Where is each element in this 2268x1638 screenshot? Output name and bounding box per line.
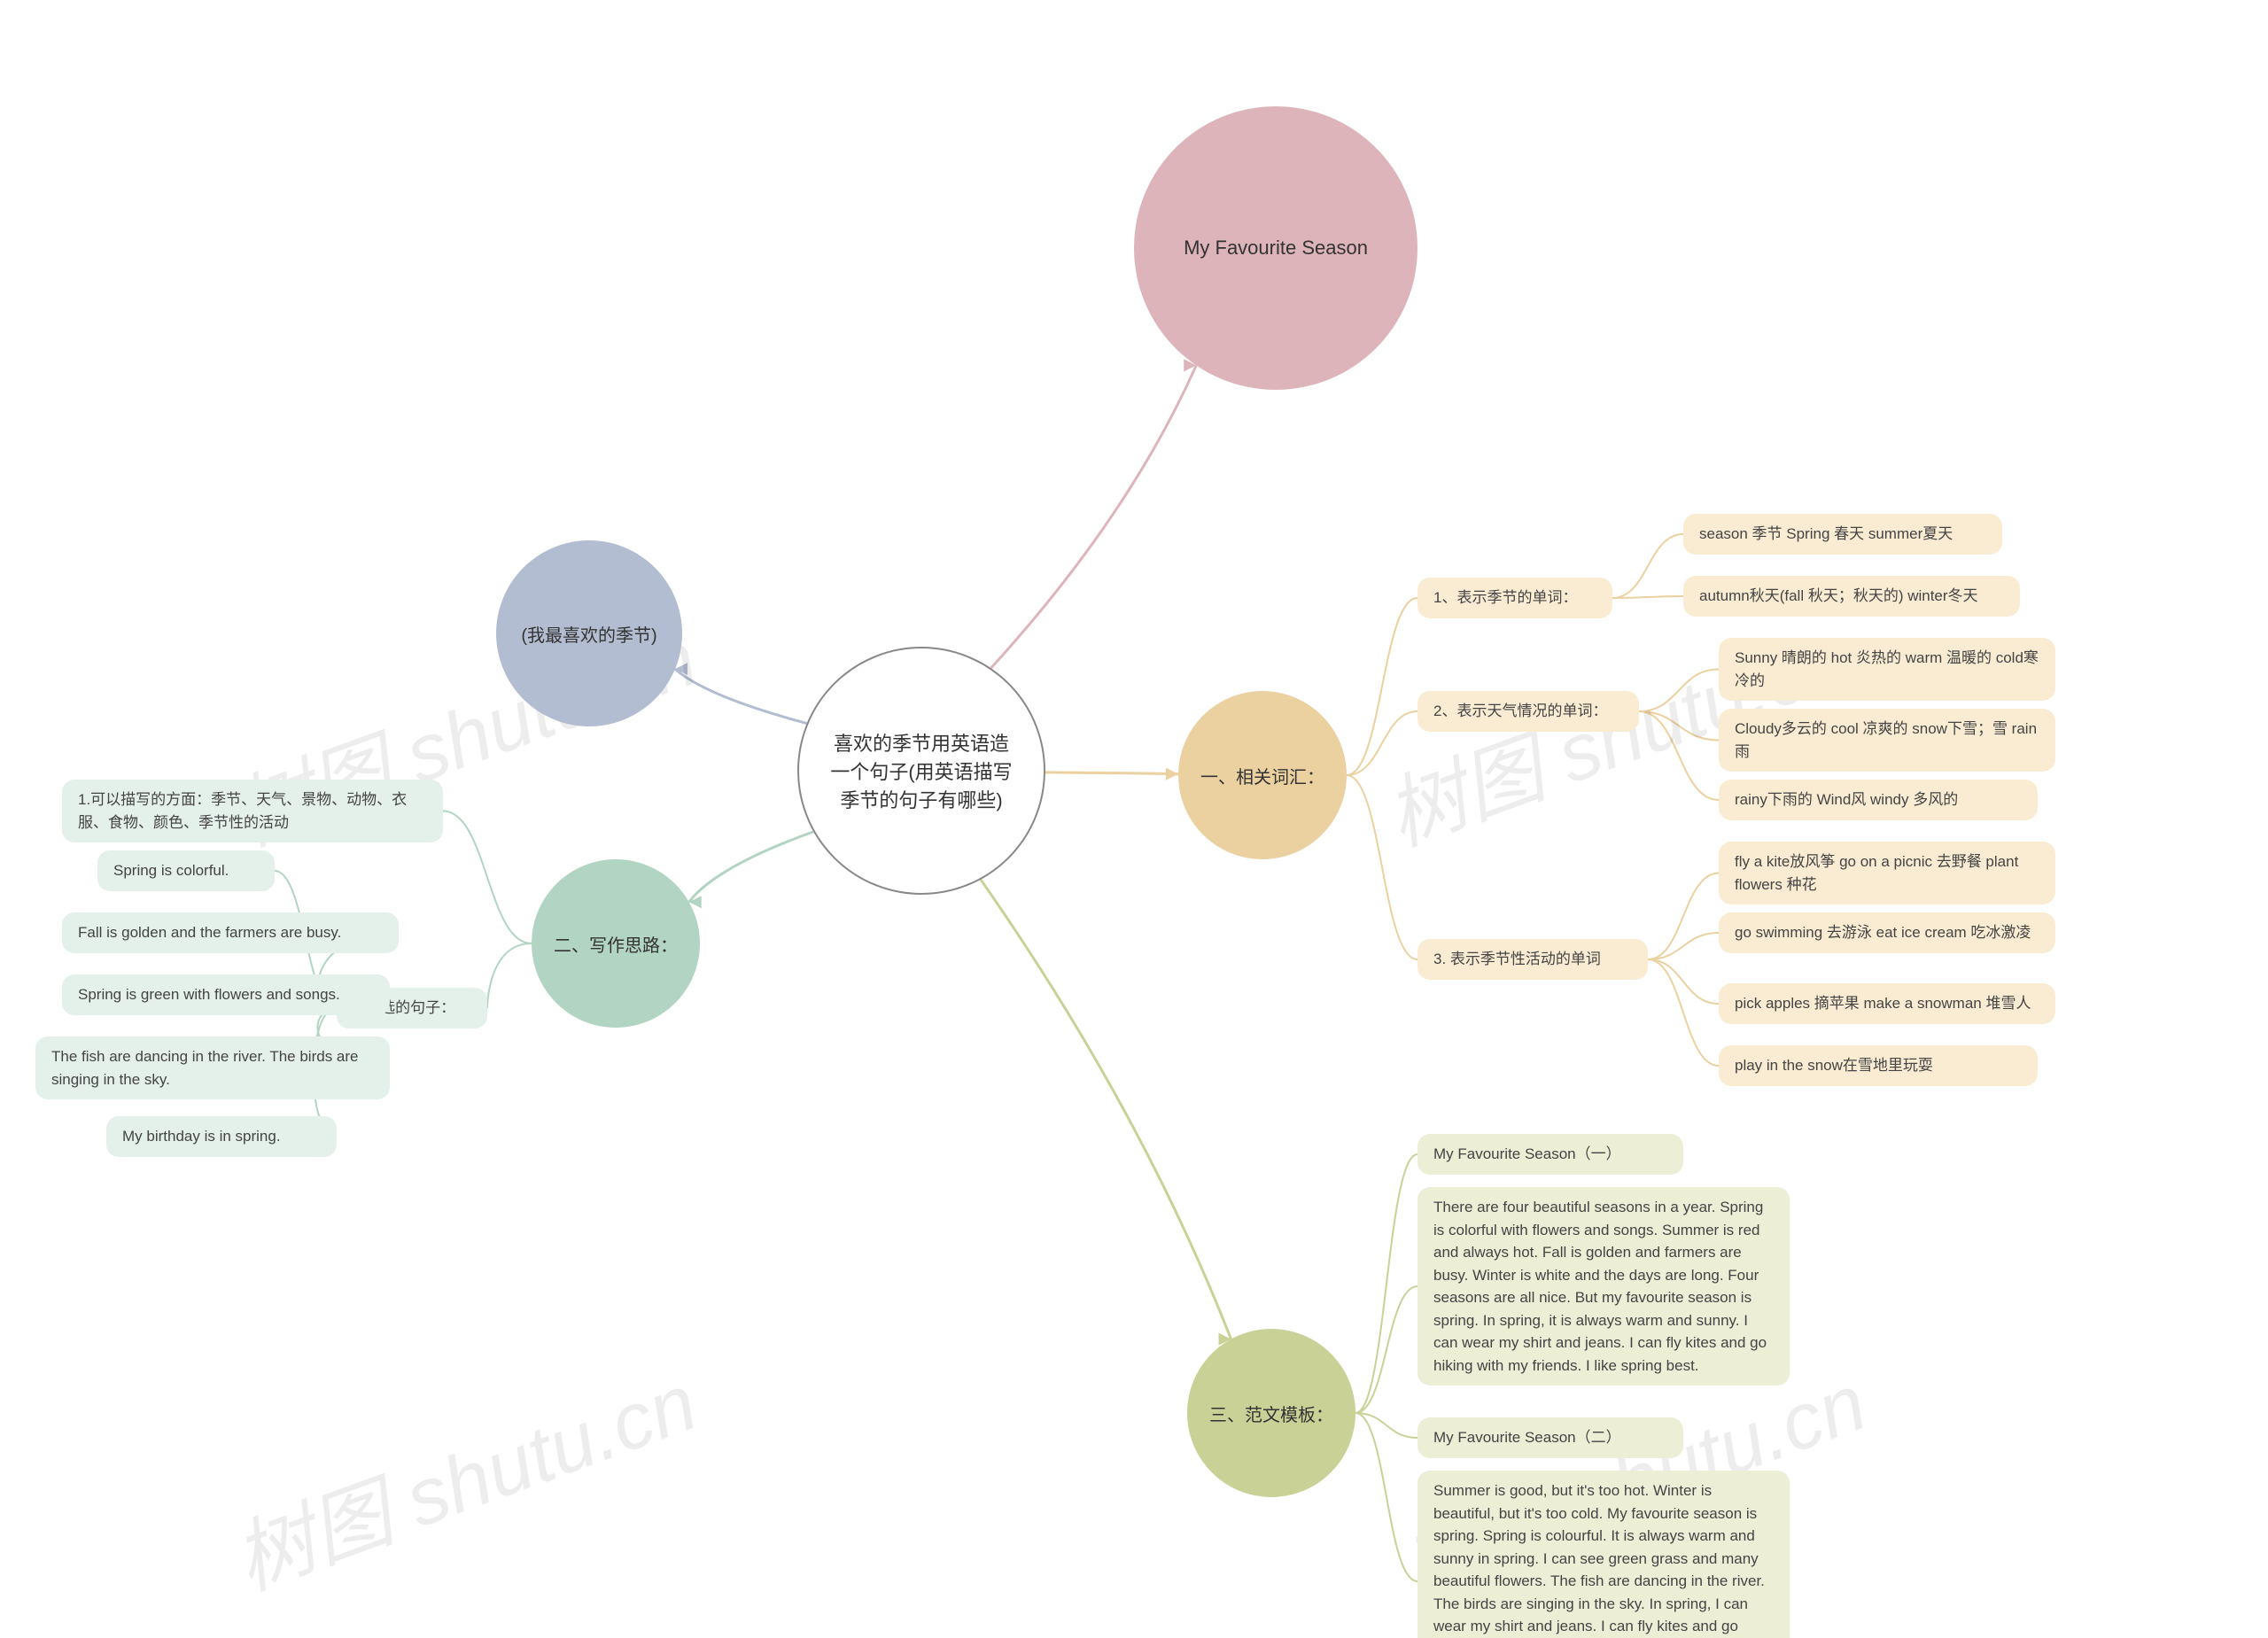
leaf-node: play in the snow在雪地里玩耍	[1719, 1045, 2038, 1086]
leaf-node: My Favourite Season（一）	[1418, 1134, 1683, 1175]
leaf-node: 1、表示季节的单词：	[1418, 578, 1612, 618]
leaf-node: Cloudy多云的 cool 凉爽的 snow下雪；雪 rain雨	[1719, 709, 2055, 772]
leaf-node: season 季节 Spring 春天 summer夏天	[1683, 514, 2002, 555]
leaf-node: My Favourite Season（二）	[1418, 1417, 1683, 1458]
leaf-node: pick apples 摘苹果 make a snowman 堆雪人	[1719, 983, 2055, 1024]
leaf-node: Summer is good, but it's too hot. Winter…	[1418, 1471, 1790, 1638]
watermark: 树图 shutu.cn	[216, 1339, 710, 1612]
center-node: 喜欢的季节用英语造一个句子(用英语描写季节的句子有哪些)	[797, 647, 1045, 895]
leaf-node: rainy下雨的 Wind风 windy 多风的	[1719, 780, 2038, 820]
leaf-node: 2、表示天气情况的单词：	[1418, 691, 1639, 732]
branch-node: 三、范文模板：	[1187, 1329, 1355, 1497]
leaf-node: fly a kite放风筝 go on a picnic 去野餐 plant f…	[1719, 842, 2055, 904]
leaf-node: There are four beautiful seasons in a ye…	[1418, 1187, 1790, 1386]
leaf-node: Spring is colorful.	[97, 850, 275, 891]
leaf-node: Spring is green with flowers and songs.	[62, 974, 390, 1015]
leaf-node: 3. 表示季节性活动的单词	[1418, 939, 1648, 980]
leaf-node: go swimming 去游泳 eat ice cream 吃冰激凌	[1719, 912, 2055, 953]
branch-node: 二、写作思路：	[532, 859, 700, 1028]
branch-node: (我最喜欢的季节)	[496, 540, 682, 726]
leaf-node: 1.可以描写的方面：季节、天气、景物、动物、衣服、食物、颜色、季节性的活动	[62, 780, 443, 842]
leaf-node: Fall is golden and the farmers are busy.	[62, 912, 399, 953]
branch-node: 一、相关词汇：	[1178, 691, 1347, 859]
branch-node: My Favourite Season	[1134, 106, 1418, 390]
leaf-node: autumn秋天(fall 秋天；秋天的) winter冬天	[1683, 576, 2020, 617]
leaf-node: Sunny 晴朗的 hot 炎热的 warm 温暖的 cold寒冷的	[1719, 638, 2055, 701]
leaf-node: The fish are dancing in the river. The b…	[35, 1036, 390, 1099]
leaf-node: My birthday is in spring.	[106, 1116, 337, 1157]
